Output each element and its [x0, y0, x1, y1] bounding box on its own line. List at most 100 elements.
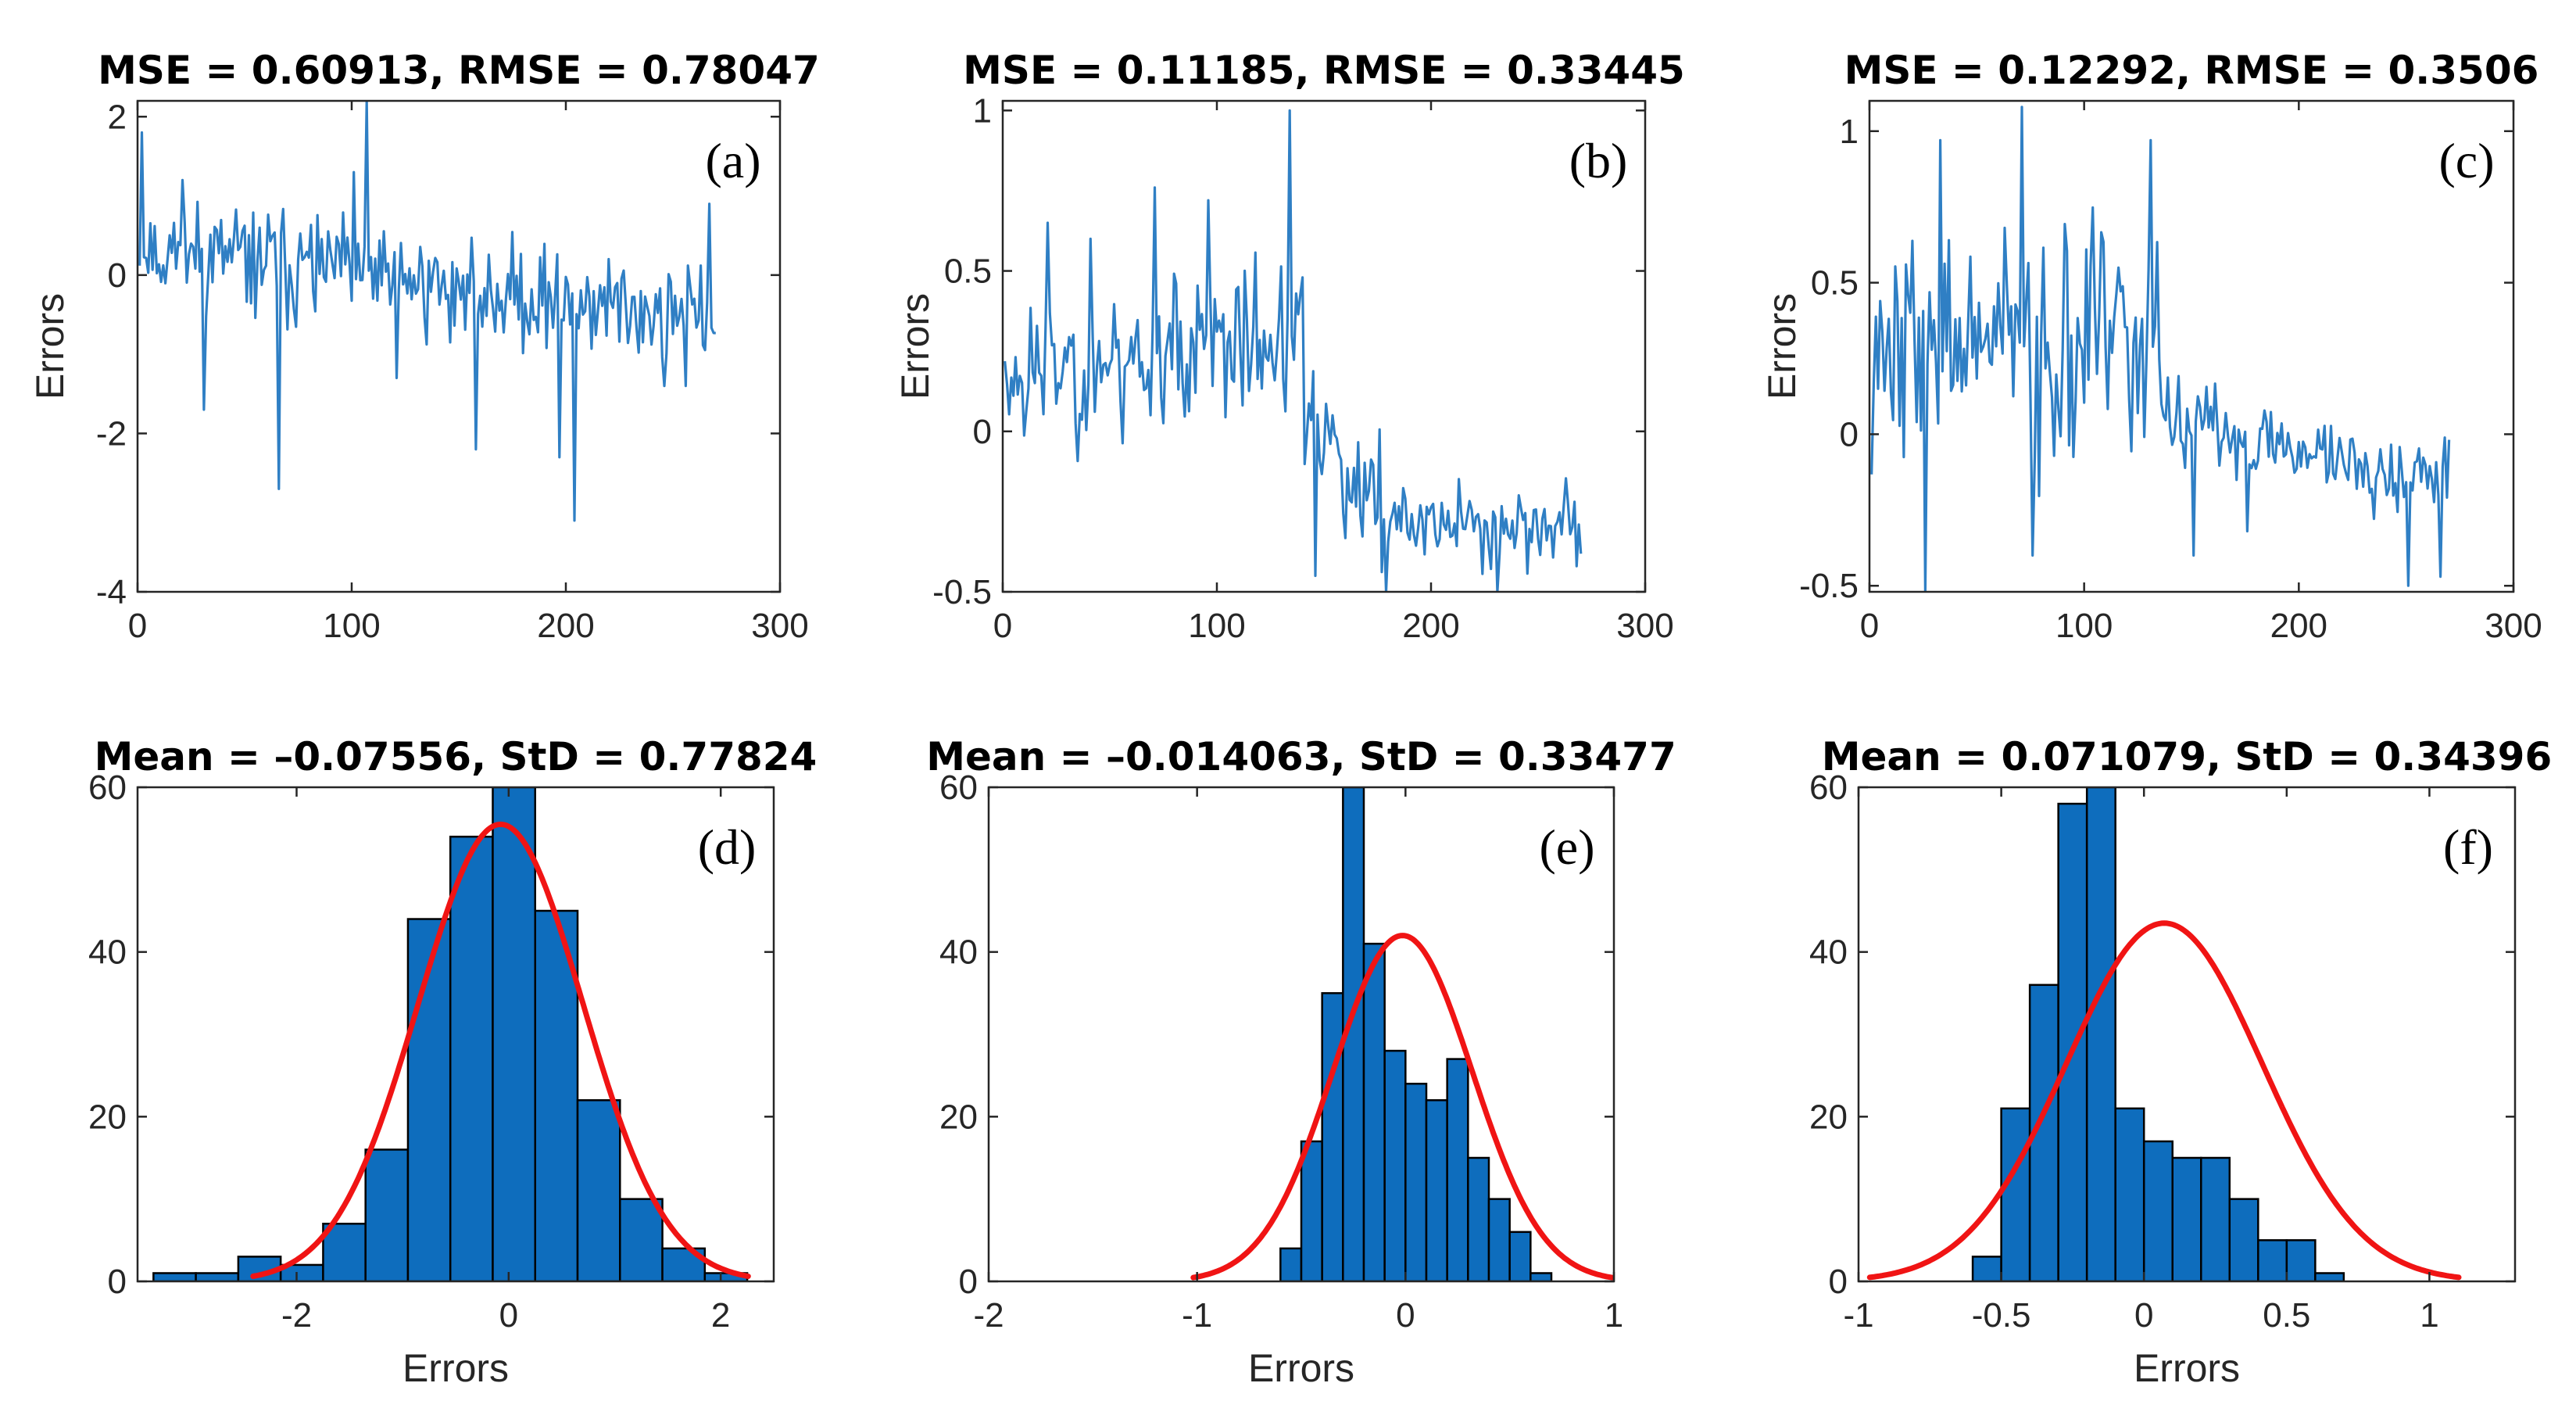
y-tick-label: 60	[88, 769, 127, 807]
panel-letter-label: (a)	[705, 133, 760, 188]
panel-letter-label: (d)	[698, 819, 757, 875]
x-tick-label: 200	[1402, 607, 1459, 645]
y-tick-label: 0	[1840, 415, 1859, 453]
histogram-bar	[2085, 787, 2116, 1281]
y-tick-label: -2	[96, 414, 127, 453]
x-tick-label: 100	[2055, 607, 2113, 645]
histogram-bar	[661, 1247, 707, 1281]
data-layer	[1190, 787, 1614, 1281]
histogram-bar	[1300, 1140, 1323, 1281]
x-tick-label: -1	[1843, 1296, 1873, 1335]
panel-title: Mean = –0.07556, StD = 0.77824	[95, 734, 818, 779]
panel-title: MSE = 0.60913, RMSE = 0.78047	[98, 48, 820, 93]
axes-box	[987, 786, 1615, 1283]
data-layer	[1866, 787, 2462, 1281]
x-tick-label: 300	[751, 607, 808, 645]
histogram-bar	[1508, 1231, 1532, 1281]
axes-box	[136, 99, 782, 593]
panel-title: MSE = 0.12292, RMSE = 0.3506	[1844, 48, 2539, 93]
histogram-bar	[1383, 1049, 1407, 1281]
normal-fit-curve	[1190, 933, 1614, 1281]
y-tick-label: -0.5	[1799, 567, 1859, 605]
y-tick-label: 20	[939, 1098, 978, 1136]
y-tick-label: 60	[1809, 769, 1848, 807]
panel-letter-label: (b)	[1569, 133, 1628, 188]
histogram-bar	[449, 835, 494, 1281]
x-tick-label: 0	[1860, 607, 1879, 645]
histogram-bar	[1362, 942, 1386, 1281]
y-axis-label: Errors	[1760, 293, 1804, 399]
x-tick-label: 0	[1396, 1296, 1415, 1335]
x-tick-label: 0	[993, 607, 1012, 645]
y-tick-label: 20	[1809, 1098, 1848, 1136]
error-series-line	[1870, 106, 2451, 592]
x-axis-label: Errors	[2134, 1346, 2240, 1390]
x-tick-label: 300	[2485, 607, 2542, 645]
histogram-bar	[2142, 1140, 2174, 1281]
panel-title: MSE = 0.11185, RMSE = 0.33445	[963, 48, 1685, 93]
y-tick-label: 0	[973, 413, 992, 451]
y-tick-label: 0.5	[944, 253, 992, 291]
y-tick-label: 1	[1840, 113, 1859, 151]
plot-area	[1869, 101, 2513, 592]
axes-box	[1868, 99, 2515, 593]
histogram-bar	[619, 1198, 664, 1281]
panel-title: Mean = –0.014063, StD = 0.33477	[926, 734, 1676, 779]
x-tick-label: 1	[2420, 1296, 2438, 1335]
y-tick-label: 0	[959, 1263, 978, 1301]
histogram-bar	[364, 1148, 410, 1281]
x-tick-label: 2	[711, 1296, 730, 1335]
error-series-line	[1004, 109, 1583, 592]
data-layer	[1004, 109, 1583, 592]
y-tick-label: -4	[96, 573, 127, 611]
histogram-bar	[1467, 1156, 1490, 1281]
normal-fit-curve	[250, 821, 751, 1279]
x-tick-label: 1	[1605, 1296, 1623, 1335]
panel-letter-label: (e)	[1539, 819, 1594, 875]
axes-box	[1857, 786, 2517, 1283]
histogram-bar	[406, 918, 452, 1281]
histogram-bar	[1971, 1256, 2002, 1281]
histogram-bar	[195, 1272, 240, 1281]
y-tick-label: 40	[88, 933, 127, 972]
histogram-bar	[2114, 1107, 2145, 1281]
histogram-bar	[576, 1099, 621, 1281]
data-layer	[138, 101, 716, 522]
x-tick-label: 300	[1616, 607, 1673, 645]
histogram-bar	[1425, 1099, 1448, 1281]
x-tick-label: 0	[2134, 1296, 2153, 1335]
histogram-bar	[1321, 992, 1344, 1281]
data-layer	[1870, 106, 2451, 592]
histogram-bar	[1530, 1272, 1553, 1281]
histogram-bar	[2228, 1198, 2259, 1281]
histogram-bar	[2000, 1107, 2031, 1281]
y-tick-label: 60	[939, 769, 978, 807]
histogram-bar	[2314, 1272, 2345, 1281]
x-tick-label: 100	[323, 607, 380, 645]
histogram-bar	[2200, 1156, 2231, 1281]
y-tick-label: -0.5	[932, 573, 992, 611]
y-tick-label: 0	[1829, 1263, 1848, 1301]
y-tick-label: 0	[108, 1263, 127, 1301]
x-tick-label: -2	[973, 1296, 1004, 1335]
histogram-bar	[1487, 1198, 1511, 1281]
normal-fit-curve	[1866, 920, 2462, 1281]
axes-box	[136, 786, 775, 1283]
y-tick-label: 0	[108, 256, 127, 295]
histogram-bar	[2285, 1239, 2317, 1281]
plot-area	[138, 101, 780, 592]
y-tick-label: 2	[108, 98, 127, 136]
y-axis-label: Errors	[893, 293, 937, 399]
x-axis-label: Errors	[1248, 1346, 1354, 1390]
y-tick-label: 1	[973, 91, 992, 130]
x-tick-label: 100	[1188, 607, 1245, 645]
histogram-bar	[2257, 1239, 2288, 1281]
axes-box	[1001, 99, 1647, 593]
histogram-bar	[534, 909, 579, 1281]
plot-area	[1003, 101, 1645, 592]
panel-title: Mean = 0.071079, StD = 0.34396	[1822, 734, 2553, 779]
